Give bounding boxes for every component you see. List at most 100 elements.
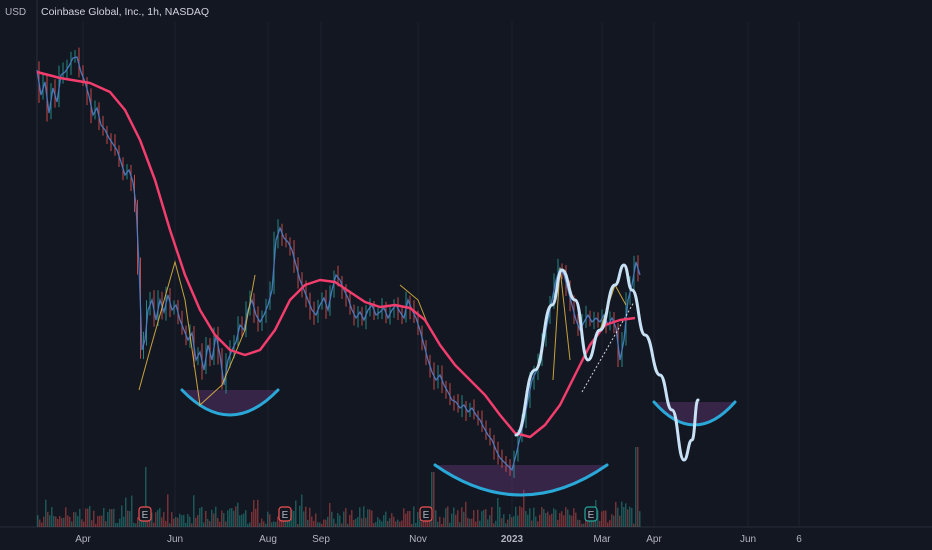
volume-bar [625,503,627,527]
volume-bar [43,516,45,527]
volume-bar [603,510,605,527]
volume-bar [205,510,207,527]
volume-bar [97,516,99,527]
volume-bar [515,506,517,527]
volume-bar [107,512,109,527]
volume-bar [193,495,195,527]
volume-bar [513,516,515,527]
volume-bar [363,506,365,527]
earnings-marker[interactable]: E [584,506,598,522]
volume-bar [535,516,537,527]
volume-bar [57,518,59,527]
volume-bar [217,517,219,527]
volume-bar [243,513,245,527]
volume-bar [405,513,407,527]
volume-bar [251,511,253,527]
volume-bar [129,511,131,527]
volume-bar [465,501,467,527]
volume-bar [367,509,369,527]
volume-bar [89,505,91,527]
volume-bar [327,516,329,527]
volume-bar [305,506,307,527]
volume-bar [73,512,75,527]
x-tick-label: Mar [593,534,611,545]
volume-bar [145,467,147,527]
volume-bar [155,512,157,527]
volume-bar [41,522,43,527]
volume-bar [605,510,607,527]
trend-dotted-line [581,301,635,393]
volume-bar [637,447,639,527]
x-axis[interactable]: Apr Jun Aug Sep Nov 2023 Mar Apr Jun 6 [75,534,802,545]
volume-bar [611,514,613,527]
volume-bar [521,507,523,527]
volume-bar [45,499,47,527]
volume-bar [461,507,463,527]
volume-bar [381,521,383,527]
volume-bar [467,517,469,527]
volume-bar [157,509,159,527]
volume-bar [379,519,381,527]
x-tick-label: Aug [259,534,277,545]
volume-bar [303,511,305,527]
volume-bar [95,523,97,527]
volume-bar [85,508,87,527]
volume-bar [299,505,301,527]
volume-bar [211,509,213,527]
volume-bar [71,521,73,527]
volume-bar [483,509,485,527]
support-arc [180,388,280,417]
volume-bar [355,518,357,527]
volume-bar [81,519,83,527]
volume-bar [451,513,453,527]
volume-bar [241,514,243,527]
volume-bar [83,521,85,527]
volume-bar [177,517,179,527]
volume-bar [63,517,65,527]
volume-bar [209,521,211,527]
volume-bar [391,513,393,527]
currency-label: USD [5,7,26,18]
volume-bar [469,518,471,527]
volume-bar [613,515,615,527]
volume-bar [627,509,629,527]
volume-bar [549,515,551,527]
volume-bar [579,520,581,527]
volume-bar [501,518,503,527]
volume-bar [109,509,111,527]
volume-bar [427,521,429,527]
volume-bar [47,511,49,527]
volume-bar [417,512,419,527]
volume-bar [457,510,459,527]
x-tick-label: Jun [167,534,183,545]
volume-bar [207,519,209,527]
volume-bar [533,507,535,527]
volume-bar [267,511,269,527]
volume-bar [307,519,309,527]
volume-bar [365,517,367,527]
volume-bar [99,515,101,527]
volume-bar [393,516,395,527]
earnings-marker[interactable]: E [419,506,433,522]
volume-bar [65,507,67,527]
volume-bar [491,507,493,527]
volume-bar [507,519,509,527]
volume-bar [117,522,119,527]
volume-bar [319,522,321,527]
volume-bar [539,514,541,527]
earnings-marker[interactable]: E [278,506,292,522]
earnings-marker[interactable]: E [138,506,152,522]
volume-bar [409,510,411,527]
volume-bar [69,516,71,527]
volume-bar [531,520,533,527]
volume-bar [557,519,559,527]
volume-bar [573,508,575,527]
x-tick-label: Nov [409,534,427,545]
volume-bar [389,518,391,527]
volume-bar [79,508,81,527]
volume-bar [153,522,155,527]
volume-bar [369,509,371,527]
volume-bar [171,512,173,527]
volume-bar [419,520,421,527]
